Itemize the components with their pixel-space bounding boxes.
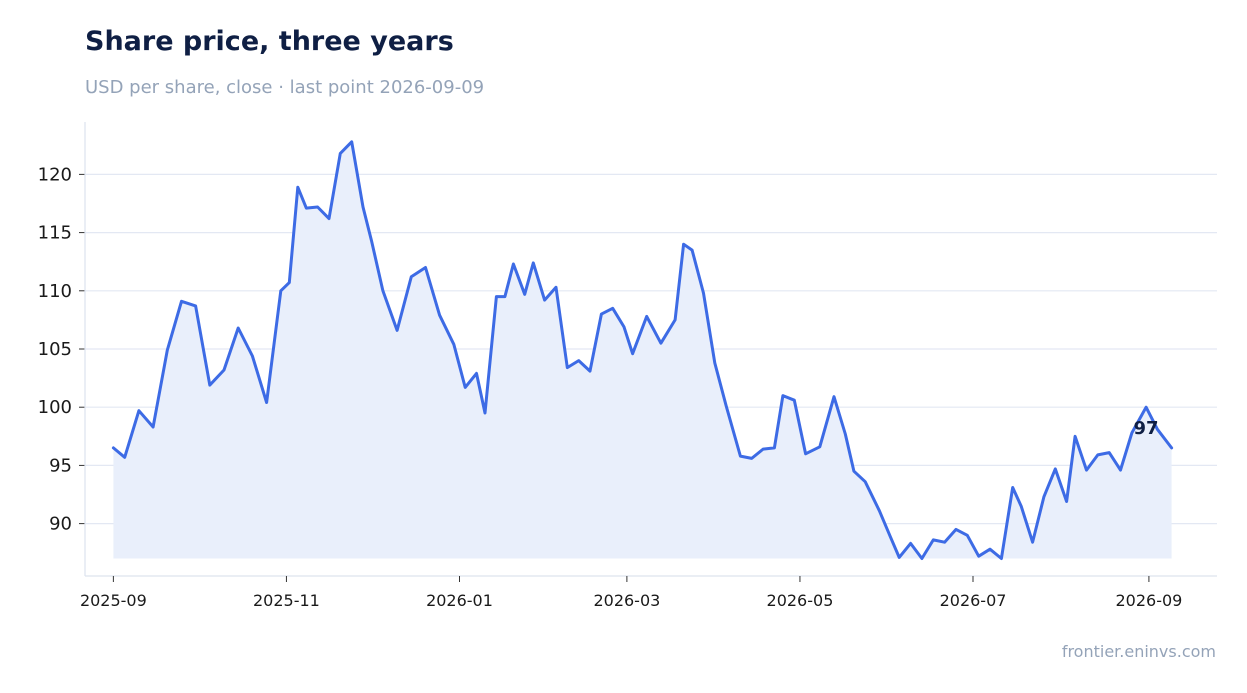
source-credit: frontier.eninvs.com xyxy=(1061,642,1216,661)
y-tick-label: 95 xyxy=(49,455,72,476)
y-tick-label: 105 xyxy=(38,339,72,360)
series-area-fill xyxy=(113,141,1172,559)
chart-subtitle: USD per share, close · last point 2026-0… xyxy=(85,77,485,98)
chart-title: Share price, three years xyxy=(85,26,454,57)
y-tick-label: 110 xyxy=(38,281,72,302)
y-tick-label: 120 xyxy=(38,164,72,185)
last-value-label: 97 xyxy=(1134,418,1159,439)
y-tick-label: 90 xyxy=(49,514,72,535)
x-tick-label: 2026-05 xyxy=(767,591,834,610)
x-tick-label: 2025-11 xyxy=(253,591,320,610)
x-tick-label: 2026-07 xyxy=(940,591,1007,610)
x-tick-label: 2026-01 xyxy=(426,591,493,610)
x-tick-label: 2026-03 xyxy=(593,591,660,610)
x-tick-label: 2025-09 xyxy=(80,591,147,610)
y-tick-label: 100 xyxy=(38,397,72,418)
series-line xyxy=(111,140,1174,560)
y-tick-label: 115 xyxy=(38,223,72,244)
x-tick-label: 2026-09 xyxy=(1115,591,1182,610)
